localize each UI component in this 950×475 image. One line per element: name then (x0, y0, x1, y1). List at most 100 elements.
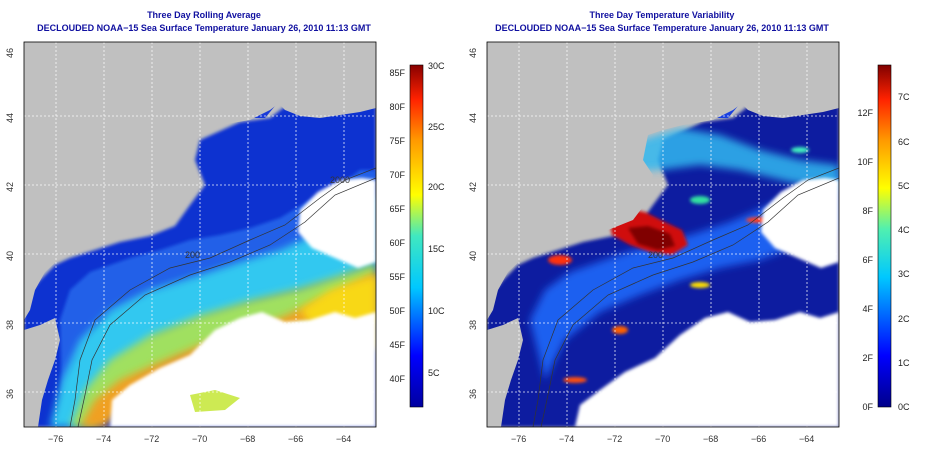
right-cb-c-tick: 4C (898, 225, 910, 235)
left-cb-f-tick: 40F (389, 374, 405, 384)
left-cb-c-tick: 25C (428, 122, 445, 132)
left-title-line: Three Day Rolling Average (147, 10, 261, 20)
right-bathymetry-contours (532, 167, 839, 427)
right-cloud-main (575, 312, 839, 427)
left-cb-c-tick: 5C (428, 368, 440, 378)
left-cb-c-tick: 30C (428, 61, 445, 71)
right-land-coast (487, 42, 839, 320)
right-lon-axis: −76 −74 −72 −70 −68 −66 −64 (511, 434, 814, 444)
left-map-frame (23, 41, 377, 428)
left-lon-tick: −74 (96, 434, 111, 444)
right-lon-tick: −70 (655, 434, 670, 444)
left-contour-label-200: 200 (185, 250, 200, 260)
left-cb-f-tick: 75F (389, 136, 405, 146)
right-lon-tick: −76 (511, 434, 526, 444)
right-cb-f-tick: 4F (862, 304, 873, 314)
right-subtitle-line: DECLOUDED NOAA−15 Sea Surface Temperatur… (495, 23, 829, 33)
right-colorbar-f-ticks: 12F 10F 8F 6F 4F 2F 0F (857, 108, 873, 412)
left-bathymetry-contours (69, 167, 376, 427)
left-slope-warm (50, 195, 376, 427)
left-contour-label-2000: 2000 (330, 175, 350, 185)
right-lon-tick: −66 (751, 434, 766, 444)
right-cb-c-tick: 0C (898, 402, 910, 412)
right-cb-f-tick: 10F (857, 157, 873, 167)
right-land-delmarva (487, 318, 523, 427)
left-cb-f-tick: 50F (389, 306, 405, 316)
right-lat-axis: 46 44 42 40 38 36 (468, 48, 478, 399)
right-contour-label-200: 200 (648, 250, 663, 260)
right-cb-f-tick: 8F (862, 206, 873, 216)
right-map-title: Three Day Temperature Variability DECLOU… (472, 9, 852, 35)
left-lon-tick: −64 (336, 434, 351, 444)
left-lat-tick: 36 (5, 389, 15, 399)
right-lat-tick: 44 (468, 113, 478, 123)
left-cb-f-tick: 55F (389, 272, 405, 282)
left-cloud-patch (190, 390, 240, 412)
right-title-line: Three Day Temperature Variability (589, 10, 735, 20)
right-lat-tick: 46 (468, 48, 478, 58)
left-lon-tick: −72 (144, 434, 159, 444)
left-subtitle-line: DECLOUDED NOAA−15 Sea Surface Temperatur… (37, 23, 371, 33)
right-cb-c-tick: 1C (898, 358, 910, 368)
right-cloud-ne (761, 178, 839, 268)
right-lat-tick: 40 (468, 251, 478, 261)
left-lat-tick: 38 (5, 320, 15, 330)
left-lat-tick: 42 (5, 182, 15, 192)
left-cb-f-tick: 85F (389, 68, 405, 78)
right-lon-tick: −72 (607, 434, 622, 444)
left-land-coast (24, 42, 376, 320)
left-colorbar-bar (409, 64, 424, 408)
left-lon-axis: −76 −74 −72 −70 −68 −66 −64 (48, 434, 351, 444)
right-cb-c-tick: 6C (898, 137, 910, 147)
left-lon-tick: −76 (48, 434, 63, 444)
right-map: 200 −76 −74 −72 −70 −68 −66 −64 46 44 42… (468, 41, 840, 444)
right-cb-c-tick: 2C (898, 314, 910, 324)
left-cloud-main (110, 312, 376, 427)
left-land-delmarva (24, 318, 60, 427)
left-cb-c-tick: 15C (428, 244, 445, 254)
right-lat-tick: 38 (468, 320, 478, 330)
right-land-nova-scotia (738, 52, 839, 118)
right-grid (487, 42, 839, 427)
right-lon-tick: −74 (559, 434, 574, 444)
right-cb-f-tick: 0F (862, 402, 873, 412)
left-lat-tick: 40 (5, 251, 15, 261)
right-cb-f-tick: 12F (857, 108, 873, 118)
left-colorbar-c-ticks: 30C 25C 20C 15C 10C 5C (428, 61, 445, 378)
left-colorbar-f-ticks: 85F 80F 75F 70F 65F 60F 55F 50F 45F 40F (389, 68, 405, 384)
left-cb-f-tick: 60F (389, 238, 405, 248)
left-cb-c-tick: 20C (428, 182, 445, 192)
left-map: 2000 200 −76 −74 −72 −70 −68 −66 −64 46 … (5, 41, 377, 444)
left-cb-f-tick: 45F (389, 340, 405, 350)
left-grid (24, 42, 376, 427)
right-colorbar: 12F 10F 8F 6F 4F 2F 0F 7C 6C 5C 4C 3C 2C… (857, 64, 910, 412)
right-colorbar-bar (877, 64, 892, 408)
left-cb-f-tick: 65F (389, 204, 405, 214)
left-cb-f-tick: 70F (389, 170, 405, 180)
right-cyan-streaks (600, 128, 839, 190)
right-scattered-warm (548, 147, 809, 383)
left-lat-axis: 46 44 42 40 38 36 (5, 48, 15, 399)
left-cloud-ne (298, 178, 376, 268)
right-lon-tick: −68 (703, 434, 718, 444)
right-lat-tick: 36 (468, 389, 478, 399)
right-lat-tick: 42 (468, 182, 478, 192)
right-cb-c-tick: 5C (898, 181, 910, 191)
right-colorbar-c-ticks: 7C 6C 5C 4C 3C 2C 1C 0C (898, 92, 910, 412)
right-cb-c-tick: 3C (898, 269, 910, 279)
left-lon-tick: −70 (192, 434, 207, 444)
left-lat-tick: 46 (5, 48, 15, 58)
right-cb-f-tick: 2F (862, 353, 873, 363)
right-cb-c-tick: 7C (898, 92, 910, 102)
left-map-title: Three Day Rolling Average DECLOUDED NOAA… (14, 9, 394, 35)
left-lat-tick: 44 (5, 113, 15, 123)
right-map-frame (486, 41, 840, 428)
left-cb-c-tick: 10C (428, 306, 445, 316)
left-contour-labels: 2000 200 (185, 175, 350, 260)
right-cb-f-tick: 6F (862, 255, 873, 265)
left-land-nova-scotia (275, 52, 376, 118)
left-lon-tick: −66 (288, 434, 303, 444)
left-colorbar: 85F 80F 75F 70F 65F 60F 55F 50F 45F 40F … (389, 61, 445, 408)
right-lon-tick: −64 (799, 434, 814, 444)
